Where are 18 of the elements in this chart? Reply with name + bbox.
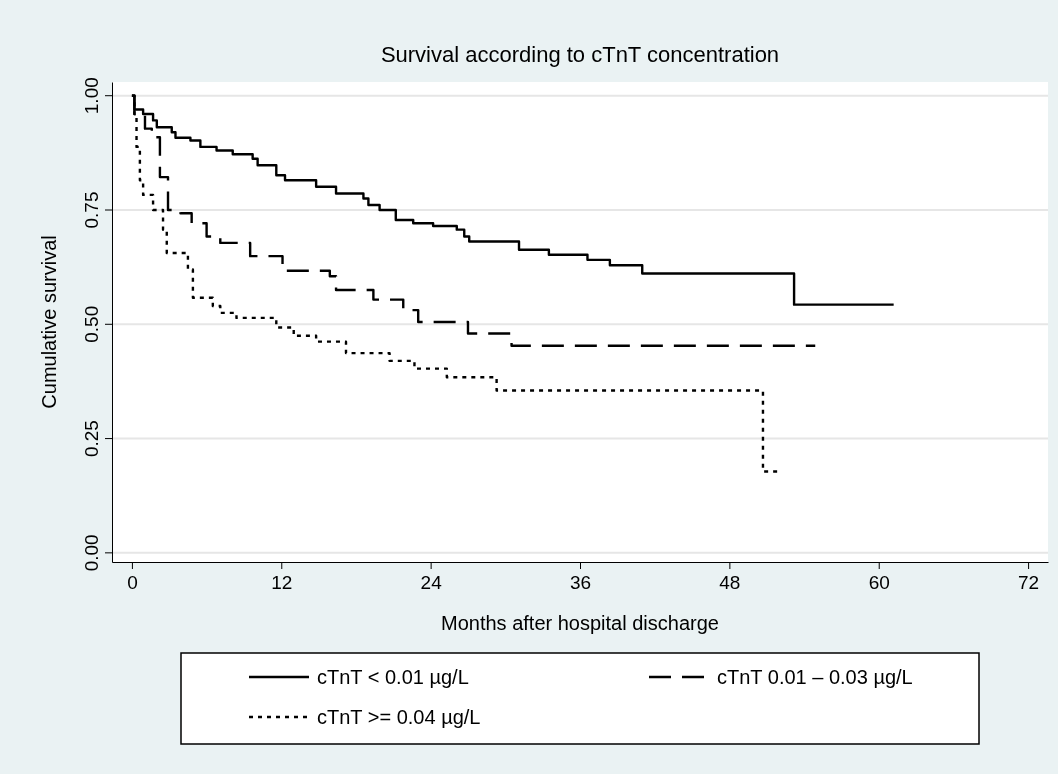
y-tick-label: 0.25: [81, 420, 102, 458]
y-tick-label: 1.00: [81, 77, 102, 115]
x-tick-label: 60: [868, 572, 890, 594]
chart-title: Survival according to cTnT concentration: [380, 42, 780, 67]
legend-label: cTnT 0.01 – 0.03 µg/L: [717, 666, 913, 688]
y-tick-label: 0.75: [81, 191, 102, 229]
x-tick-label: 12: [271, 572, 293, 594]
x-tick-label: 48: [719, 572, 741, 594]
y-tick-label: 0.00: [81, 534, 102, 572]
legend-label: cTnT >= 0.04 µg/L: [317, 706, 481, 728]
x-axis-title: Months after hospital discharge: [441, 612, 719, 634]
y-axis-title: Cumulative survival: [38, 235, 60, 409]
y-tick-label: 0.50: [81, 305, 102, 343]
legend-label: cTnT < 0.01 µg/L: [317, 666, 469, 688]
x-tick-label: 0: [127, 572, 138, 594]
x-tick-label: 36: [569, 572, 592, 594]
x-tick-label: 24: [420, 572, 443, 594]
x-tick-label: 72: [1018, 572, 1040, 594]
